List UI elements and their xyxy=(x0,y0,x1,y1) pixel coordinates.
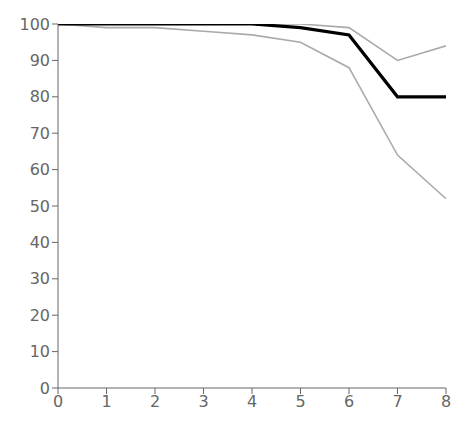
svg-text:50: 50 xyxy=(30,197,50,216)
svg-text:4: 4 xyxy=(247,392,257,411)
svg-text:80: 80 xyxy=(30,87,50,106)
svg-text:2: 2 xyxy=(150,392,160,411)
svg-text:60: 60 xyxy=(30,160,50,179)
svg-text:40: 40 xyxy=(30,233,50,252)
svg-text:1: 1 xyxy=(101,392,111,411)
svg-text:10: 10 xyxy=(30,342,50,361)
svg-text:5: 5 xyxy=(295,392,305,411)
svg-text:0: 0 xyxy=(53,392,63,411)
svg-text:7: 7 xyxy=(392,392,402,411)
svg-text:70: 70 xyxy=(30,124,50,143)
svg-text:3: 3 xyxy=(198,392,208,411)
svg-text:30: 30 xyxy=(30,269,50,288)
svg-text:8: 8 xyxy=(441,392,451,411)
svg-text:6: 6 xyxy=(344,392,354,411)
svg-text:0: 0 xyxy=(40,379,50,398)
svg-text:100: 100 xyxy=(19,15,50,34)
svg-text:20: 20 xyxy=(30,306,50,325)
svg-text:90: 90 xyxy=(30,51,50,70)
